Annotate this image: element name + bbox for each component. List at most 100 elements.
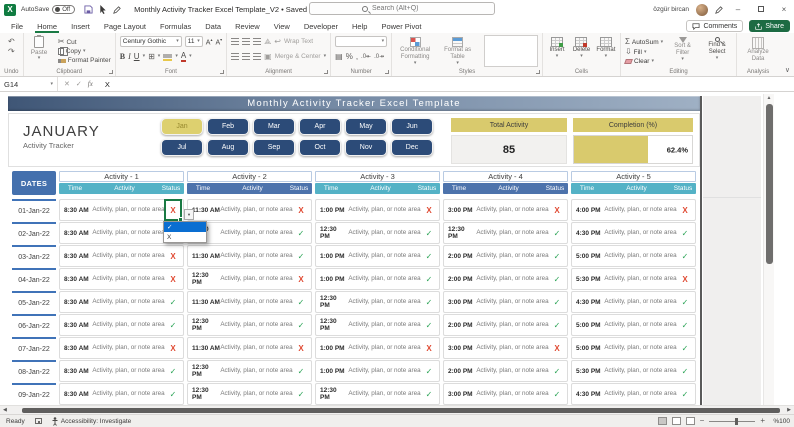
comments-button[interactable]: Comments (686, 20, 744, 32)
tab-help[interactable]: Help (352, 21, 368, 31)
confirm-entry-icon[interactable]: ✓ (75, 81, 82, 88)
month-button-may[interactable]: May (345, 118, 387, 135)
cell-status[interactable]: X (426, 205, 432, 215)
cell-status[interactable]: ✓ (169, 320, 177, 330)
conditional-formatting-button[interactable]: Conditional Formatting ▾ (396, 35, 434, 66)
format-cells-button[interactable]: Format ▾ (596, 35, 616, 59)
undo-icon[interactable]: ↶ (8, 37, 15, 46)
styles-dialog-launcher-icon[interactable] (536, 70, 541, 74)
cell-status[interactable]: ✓ (681, 228, 689, 238)
cell-status[interactable]: ✓ (425, 297, 433, 307)
month-button-oct[interactable]: Oct (299, 139, 341, 156)
cell-status[interactable]: X (298, 205, 304, 215)
cell-status[interactable]: ✓ (425, 228, 433, 238)
autosave-control[interactable]: AutoSave Off (21, 5, 76, 14)
activity-cell[interactable]: 1:00 PM Activity, plan, or note area X (315, 337, 440, 359)
activity-cell[interactable]: 4:30 PM Activity, plan, or note area ✓ (571, 222, 696, 244)
page-layout-view-button[interactable] (671, 417, 681, 425)
activity-cell[interactable]: 5:30 PM Activity, plan, or note area X (571, 268, 696, 290)
month-button-apr[interactable]: Apr (299, 118, 341, 135)
month-button-jan[interactable]: Jan (161, 118, 203, 135)
wrap-text-button[interactable]: Wrap Text (284, 38, 314, 45)
dropdown-arrow-button[interactable]: ▾ (184, 209, 194, 220)
cancel-entry-icon[interactable]: ✕ (64, 81, 70, 88)
tab-formulas[interactable]: Formulas (160, 21, 192, 31)
align-right-icon[interactable] (253, 53, 262, 60)
month-button-jul[interactable]: Jul (161, 139, 203, 156)
increase-font-icon[interactable]: A▴ (205, 36, 213, 47)
activity-cell[interactable]: 4:30 PM Activity, plan, or note area ✓ (571, 291, 696, 313)
tab-view[interactable]: View (273, 21, 290, 31)
search-box[interactable] (309, 2, 495, 15)
cell-status[interactable]: ✓ (425, 366, 433, 376)
decrease-decimal-icon[interactable]: .0↠ (374, 53, 385, 60)
borders-icon[interactable]: ⊞ (148, 51, 155, 61)
activity-cell[interactable]: 2:00 PM Activity, plan, or note area ✓ (443, 268, 568, 290)
cell-status[interactable]: ✓ (297, 251, 305, 261)
autosum-button[interactable]: Σ AutoSum ▾ (625, 38, 663, 46)
format-as-table-button[interactable]: Format as Table ▾ (439, 35, 477, 66)
activity-cell[interactable]: 2:00 PM Activity, plan, or note area ✓ (443, 314, 568, 336)
activity-cell[interactable]: 12:30 PM Activity, plan, or note area ✓ (187, 360, 312, 382)
align-top-icon[interactable] (231, 38, 240, 45)
activity-cell[interactable]: 11:30 AM Activity, plan, or note area X (187, 337, 312, 359)
horizontal-scrollbar[interactable]: ◀ ▶ (0, 405, 794, 414)
dropdown-option[interactable]: ✓ (164, 222, 206, 232)
selected-cell[interactable]: X ▾ ✓ X (163, 199, 207, 243)
activity-cell[interactable]: 12:30 PM Activity, plan, or note area ✓ (315, 314, 440, 336)
italic-icon[interactable]: I (128, 52, 131, 61)
cell-status[interactable]: ✓ (681, 389, 689, 399)
bold-icon[interactable]: B (119, 52, 126, 61)
cell-status[interactable]: ✓ (297, 320, 305, 330)
cell-status[interactable]: ✓ (681, 297, 689, 307)
cell-status[interactable]: ✓ (553, 251, 561, 261)
cell-status[interactable]: ✓ (553, 389, 561, 399)
month-button-aug[interactable]: Aug (207, 139, 249, 156)
activity-cell[interactable]: 1:00 PM Activity, plan, or note area ✓ (315, 268, 440, 290)
pen-icon[interactable] (113, 5, 121, 14)
cell-status[interactable]: ✓ (169, 366, 177, 376)
activity-cell[interactable]: 3:00 PM Activity, plan, or note area ✓ (443, 383, 568, 405)
month-button-dec[interactable]: Dec (391, 139, 433, 156)
cell-status[interactable]: X (298, 274, 304, 284)
cell-status[interactable]: ✓ (425, 320, 433, 330)
fill-button[interactable]: ⇩ Fill ▾ (625, 48, 663, 56)
font-color-icon[interactable]: A (180, 50, 187, 62)
redo-icon[interactable]: ↷ (8, 47, 15, 56)
page-break-view-button[interactable] (685, 417, 695, 425)
activity-cell[interactable]: 4:00 PM Activity, plan, or note area X (571, 199, 696, 221)
month-button-nov[interactable]: Nov (345, 139, 387, 156)
cell-status[interactable]: ✓ (553, 274, 561, 284)
cell-status[interactable]: X (170, 205, 176, 215)
collapse-ribbon-icon[interactable]: ∨ (784, 67, 790, 74)
accounting-format-icon[interactable]: ▤ (335, 51, 343, 61)
cell-status[interactable]: ✓ (169, 297, 177, 307)
activity-cell[interactable]: 12:30 PM Activity, plan, or note area ✓ (443, 222, 568, 244)
format-painter-button[interactable]: Format Painter (57, 57, 111, 64)
activity-cell[interactable]: 8:30 AM Activity, plan, or note area X (59, 337, 184, 359)
zoom-slider-thumb[interactable] (734, 417, 738, 425)
tab-review[interactable]: Review (235, 21, 260, 31)
activity-cell[interactable]: 11:30 AM Activity, plan, or note area ✓ (187, 291, 312, 313)
cell-status[interactable]: X (170, 274, 176, 284)
cell-status[interactable]: X (682, 274, 688, 284)
cell-status[interactable]: ✓ (681, 343, 689, 353)
accessibility-status[interactable]: Accessibility: Investigate (52, 416, 131, 426)
excel-logo-icon[interactable]: X (4, 3, 16, 16)
cell-status[interactable]: X (426, 343, 432, 353)
cell-status[interactable]: X (682, 205, 688, 215)
month-button-sep[interactable]: Sep (253, 139, 295, 156)
font-size-select[interactable]: 11 ▾ (184, 36, 203, 47)
sort-filter-button[interactable]: Sort & Filter ▾ (668, 35, 698, 62)
scroll-right-icon[interactable]: ▶ (787, 407, 791, 413)
zoom-in-button[interactable]: + (760, 416, 765, 425)
activity-cell[interactable]: 8:30 AM Activity, plan, or note area X ▾ ✓ X (59, 199, 207, 243)
month-button-feb[interactable]: Feb (207, 118, 249, 135)
close-button[interactable]: × (781, 5, 787, 14)
activity-cell[interactable]: 4:30 PM Activity, plan, or note area ✓ (571, 383, 696, 405)
fill-color-icon[interactable] (163, 52, 173, 61)
insert-function-icon[interactable]: fx (87, 80, 93, 88)
scroll-left-icon[interactable]: ◀ (3, 407, 7, 413)
